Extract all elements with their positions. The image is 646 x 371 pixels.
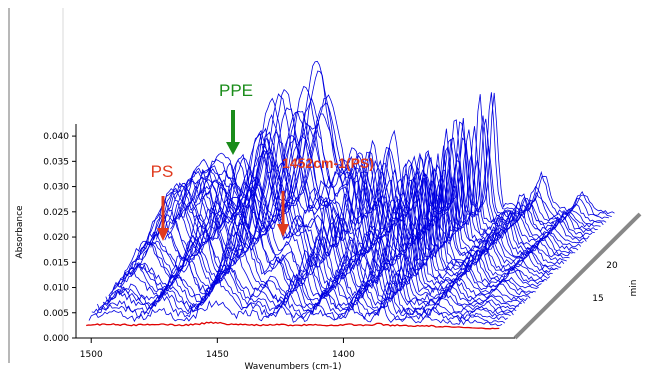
spectrum-trace (142, 131, 556, 273)
x-axis-ticks: 1500 1450 1400 (80, 338, 355, 360)
spectrum-trace (184, 97, 598, 231)
annotation-ps-arrowhead (157, 228, 169, 241)
x-tick-label: 1400 (332, 350, 355, 360)
y-tick-label: 0.020 (43, 233, 69, 243)
spectrum-trace (111, 213, 525, 304)
spectrum-trace (130, 178, 545, 285)
spectrum-trace (88, 300, 503, 327)
annotation-ppe: PPE (219, 81, 253, 155)
spectrum-trace (156, 162, 570, 259)
annotation-1452: 1452cm-1(PS) (277, 155, 374, 237)
spectrum-trace (102, 266, 517, 313)
y-axis-title: Absorbance (15, 205, 25, 259)
y-tick-label: 0.015 (43, 258, 69, 268)
spectra-traces (86, 60, 615, 330)
y-tick-label: 0.025 (43, 208, 69, 218)
spectrum-trace (176, 129, 590, 240)
y-axis-ticks: 0.000 0.005 0.010 0.015 0.020 0.025 0.030 0.035… (43, 132, 76, 344)
y-tick-label: 0.030 (43, 183, 69, 193)
time-tick-label: 15 (592, 294, 603, 304)
spectrum-trace (99, 265, 514, 316)
y-tick-label: 0.000 (43, 334, 69, 344)
time-axis-title: min (629, 280, 639, 297)
y-tick-label: 0.040 (43, 132, 69, 142)
spectrum-trace (97, 267, 511, 318)
x-tick-label: 1500 (80, 350, 103, 360)
spectrum-trace (105, 246, 520, 310)
spectrum-trace (144, 97, 559, 271)
spectrum-trace (178, 85, 593, 237)
spectrum-trace (139, 150, 553, 276)
y-tick-label: 0.005 (43, 309, 69, 319)
spectrum-trace (94, 276, 508, 321)
annotation-ppe-label: PPE (219, 81, 253, 100)
y-tick-label: 0.035 (43, 157, 69, 167)
spectrum-trace (150, 131, 565, 265)
y-tick-label: 0.010 (43, 284, 69, 294)
annotation-1452-label: 1452cm-1(PS) (282, 155, 374, 171)
annotation-ppe-arrowhead (226, 142, 240, 155)
spectrum-trace (153, 93, 567, 262)
spectrum-trace (91, 277, 506, 324)
x-axis-title: Wavenumbers (cm-1) (244, 362, 341, 371)
annotation-ps: PS (151, 162, 174, 241)
annotation-ps-label: PS (151, 162, 174, 181)
spectrum-trace (125, 186, 539, 289)
time-axis-line (513, 212, 642, 340)
spectrum-trace (161, 107, 576, 254)
x-tick-label: 1450 (206, 350, 229, 360)
spectrum-trace (170, 111, 584, 244)
time-tick-label: 20 (606, 261, 618, 271)
annotation-1452-arrowhead (277, 224, 289, 237)
spectrum-trace (86, 321, 500, 330)
